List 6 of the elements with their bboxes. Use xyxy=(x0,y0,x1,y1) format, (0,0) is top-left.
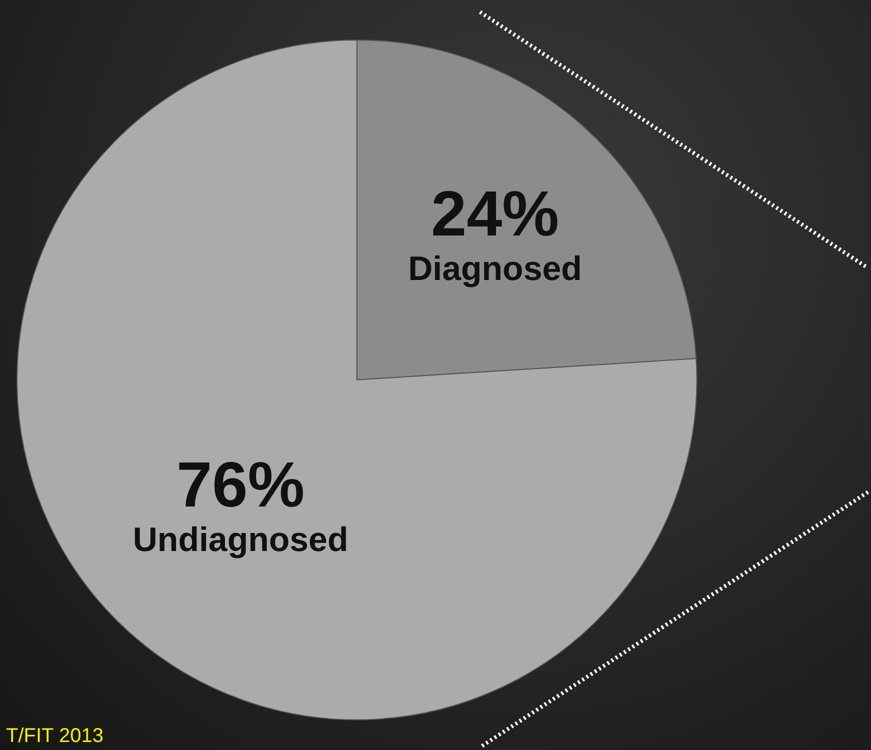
data-label: 76% xyxy=(176,448,305,521)
slice-label: Undiagnosed xyxy=(132,520,348,559)
slice-label: Diagnosed xyxy=(408,250,582,288)
data-label: 24% xyxy=(430,178,560,250)
pie-slice xyxy=(16,39,697,720)
text: T/FIT 2013 xyxy=(6,725,104,747)
